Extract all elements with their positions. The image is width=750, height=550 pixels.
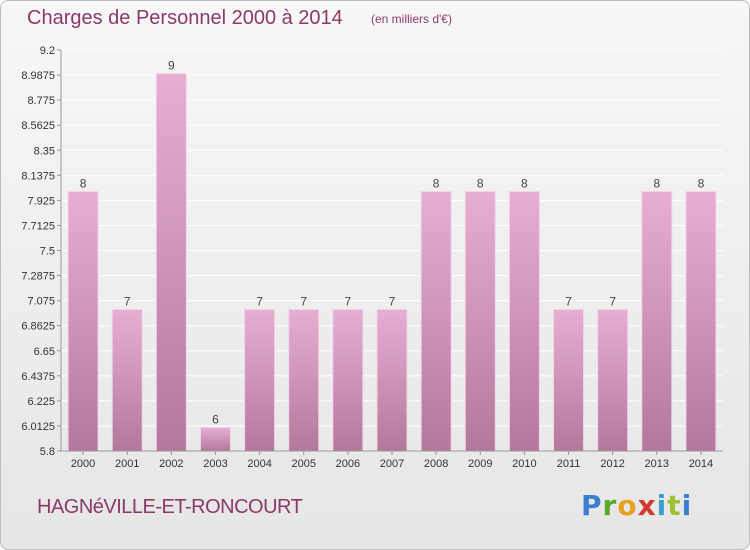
- y-tick-label: 8.5625: [21, 120, 55, 132]
- x-tick-label: 2002: [159, 458, 183, 470]
- x-tick-label: 2007: [380, 458, 404, 470]
- data-label: 8: [698, 177, 705, 191]
- data-label: 8: [433, 177, 440, 191]
- proxiti-logo: Proxiti: [581, 489, 693, 522]
- data-label: 7: [300, 294, 307, 308]
- y-tick-label: 7.075: [27, 296, 55, 308]
- x-tick-label: 2008: [424, 458, 448, 470]
- chart-title: Charges de Personnel 2000 à 2014: [27, 7, 343, 29]
- bar: [111, 308, 143, 452]
- y-tick-label: 6.4375: [21, 371, 55, 383]
- y-tick-label: 8.1375: [21, 170, 55, 182]
- data-label: 7: [609, 294, 616, 308]
- y-tick-label: 7.7125: [21, 220, 55, 232]
- y-tick-label: 6.8625: [21, 321, 55, 333]
- bar: [508, 191, 540, 452]
- data-label: 8: [80, 177, 87, 191]
- x-tick-label: 2010: [512, 458, 536, 470]
- y-tick-label: 5.8: [40, 446, 55, 458]
- data-label: 8: [653, 177, 660, 191]
- y-tick-label: 7.2875: [21, 271, 55, 283]
- data-label: 8: [477, 177, 484, 191]
- bar: [332, 308, 364, 452]
- bar: [67, 191, 99, 452]
- bars: 8 7 9 6 7 7 7 7 8 8 8 7 7 8 8: [67, 59, 717, 452]
- data-label: 7: [345, 294, 352, 308]
- data-label: 8: [521, 177, 528, 191]
- x-tick-label: 2014: [689, 458, 713, 470]
- x-tick-label: 2012: [600, 458, 624, 470]
- x-tick-label: 2009: [468, 458, 492, 470]
- data-label: 7: [389, 294, 396, 308]
- x-axis: 2000 2001 2002 2003 2004 2005 2006 2007 2008 2009…: [71, 451, 713, 470]
- x-tick-label: 2001: [115, 458, 139, 470]
- bar: [199, 426, 231, 452]
- bar: [641, 191, 673, 452]
- y-tick-label: 8.9875: [21, 70, 55, 82]
- data-label: 6: [212, 412, 219, 426]
- bar: [420, 191, 452, 452]
- bar: [288, 308, 320, 452]
- x-tick-label: 2003: [203, 458, 227, 470]
- bar: [597, 308, 629, 452]
- data-label: 7: [124, 294, 131, 308]
- x-tick-label: 2004: [247, 458, 271, 470]
- y-tick-label: 6.65: [34, 346, 55, 358]
- bar: [685, 191, 717, 452]
- y-tick-label: 7.925: [27, 195, 55, 207]
- bar: [376, 308, 408, 452]
- bar: [464, 191, 496, 452]
- bar: [155, 73, 187, 452]
- x-tick-label: 2011: [557, 458, 581, 470]
- y-tick-label: 6.225: [27, 396, 55, 408]
- y-tick-label: 6.0125: [21, 421, 55, 433]
- y-tick-label: 9.2: [40, 45, 55, 57]
- y-tick-label: 7.5: [40, 246, 55, 258]
- chart-subtitle: (en milliers d'€): [371, 12, 452, 26]
- commune-name: HAGNéVILLE-ET-RONCOURT: [37, 496, 303, 518]
- data-label: 7: [565, 294, 572, 308]
- y-axis: 5.8 6.0125 6.225 6.4375 6.65 6.8625 7.075 7.287…: [21, 45, 723, 458]
- x-tick-label: 2005: [291, 458, 315, 470]
- bar: [244, 308, 276, 452]
- y-tick-label: 8.35: [34, 145, 55, 157]
- bar: [553, 308, 585, 452]
- data-label: 7: [256, 294, 263, 308]
- x-tick-label: 2006: [336, 458, 360, 470]
- data-label: 9: [168, 59, 175, 73]
- x-tick-label: 2013: [645, 458, 669, 470]
- y-tick-label: 8.775: [27, 95, 55, 107]
- x-tick-label: 2000: [71, 458, 95, 470]
